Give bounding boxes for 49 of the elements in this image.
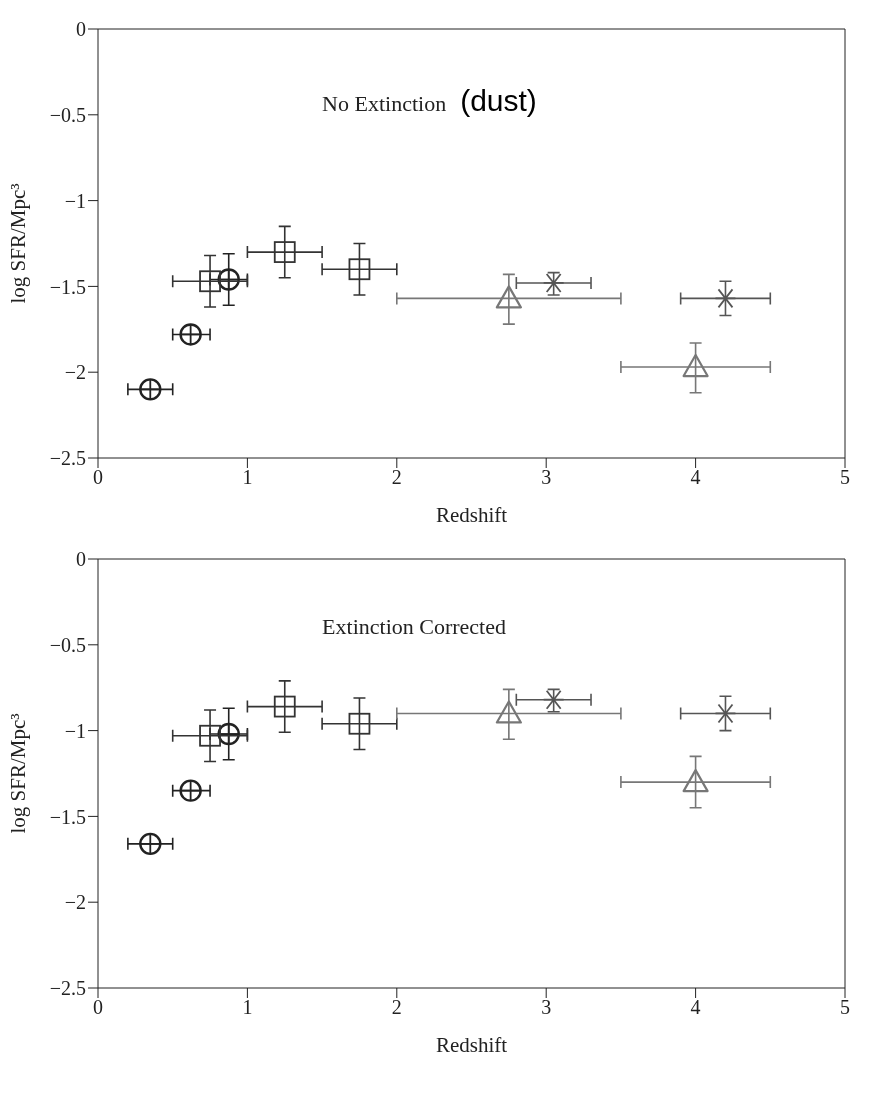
- point: [139, 378, 162, 401]
- point: [139, 832, 162, 856]
- point: [714, 288, 737, 309]
- y-tick-label: −0.5: [49, 633, 86, 656]
- x-axis-title: Redshift: [435, 1033, 508, 1057]
- point: [495, 700, 522, 724]
- y-tick-label: −2: [64, 361, 86, 384]
- point: [199, 724, 221, 747]
- point: [348, 712, 371, 735]
- x-tick-label: 5: [840, 996, 850, 1019]
- y-tick-label: −1.5: [49, 275, 86, 298]
- x-tick-label: 0: [93, 996, 103, 1019]
- x-tick-label: 0: [93, 466, 103, 489]
- x-tick-label: 5: [840, 466, 850, 489]
- y-axis-title: log SFR/Mpc³: [6, 713, 31, 834]
- point: [714, 703, 737, 724]
- text: No Extinction: [322, 90, 447, 117]
- y-tick-label: −2: [64, 891, 86, 914]
- point: [217, 722, 240, 746]
- y-tick-label: −1.5: [49, 805, 86, 828]
- y-tick-label: −2.5: [49, 447, 86, 470]
- point: [179, 323, 202, 346]
- point: [217, 268, 240, 291]
- point: [348, 258, 371, 281]
- point: [682, 768, 709, 793]
- x-tick-label: 2: [391, 996, 402, 1019]
- point: [495, 285, 522, 309]
- y-axis-title: log SFR/Mpc³: [6, 183, 31, 304]
- y-tick-label: −2.5: [49, 977, 86, 1000]
- x-tick-label: 1: [242, 996, 253, 1019]
- x-tick-label: 4: [690, 466, 701, 489]
- y-tick-label: −0.5: [49, 103, 86, 126]
- x-axis-title: Redshift: [435, 503, 508, 527]
- point: [179, 779, 202, 802]
- point: [273, 695, 296, 718]
- y-tick-label: 0: [76, 548, 86, 571]
- y-tick-label: 0: [76, 18, 86, 41]
- y-tick-label: −1: [64, 719, 86, 742]
- text: Extinction Corrected: [322, 613, 506, 640]
- point: [682, 353, 709, 378]
- x-tick-label: 2: [391, 466, 402, 489]
- y-tick-label: −1: [64, 189, 86, 212]
- point: [273, 241, 296, 263]
- point: [199, 270, 221, 293]
- annotation: (dust): [460, 83, 537, 118]
- x-tick-label: 4: [690, 996, 701, 1019]
- x-tick-label: 1: [242, 466, 253, 489]
- x-tick-label: 3: [541, 996, 552, 1019]
- x-tick-label: 3: [541, 466, 552, 489]
